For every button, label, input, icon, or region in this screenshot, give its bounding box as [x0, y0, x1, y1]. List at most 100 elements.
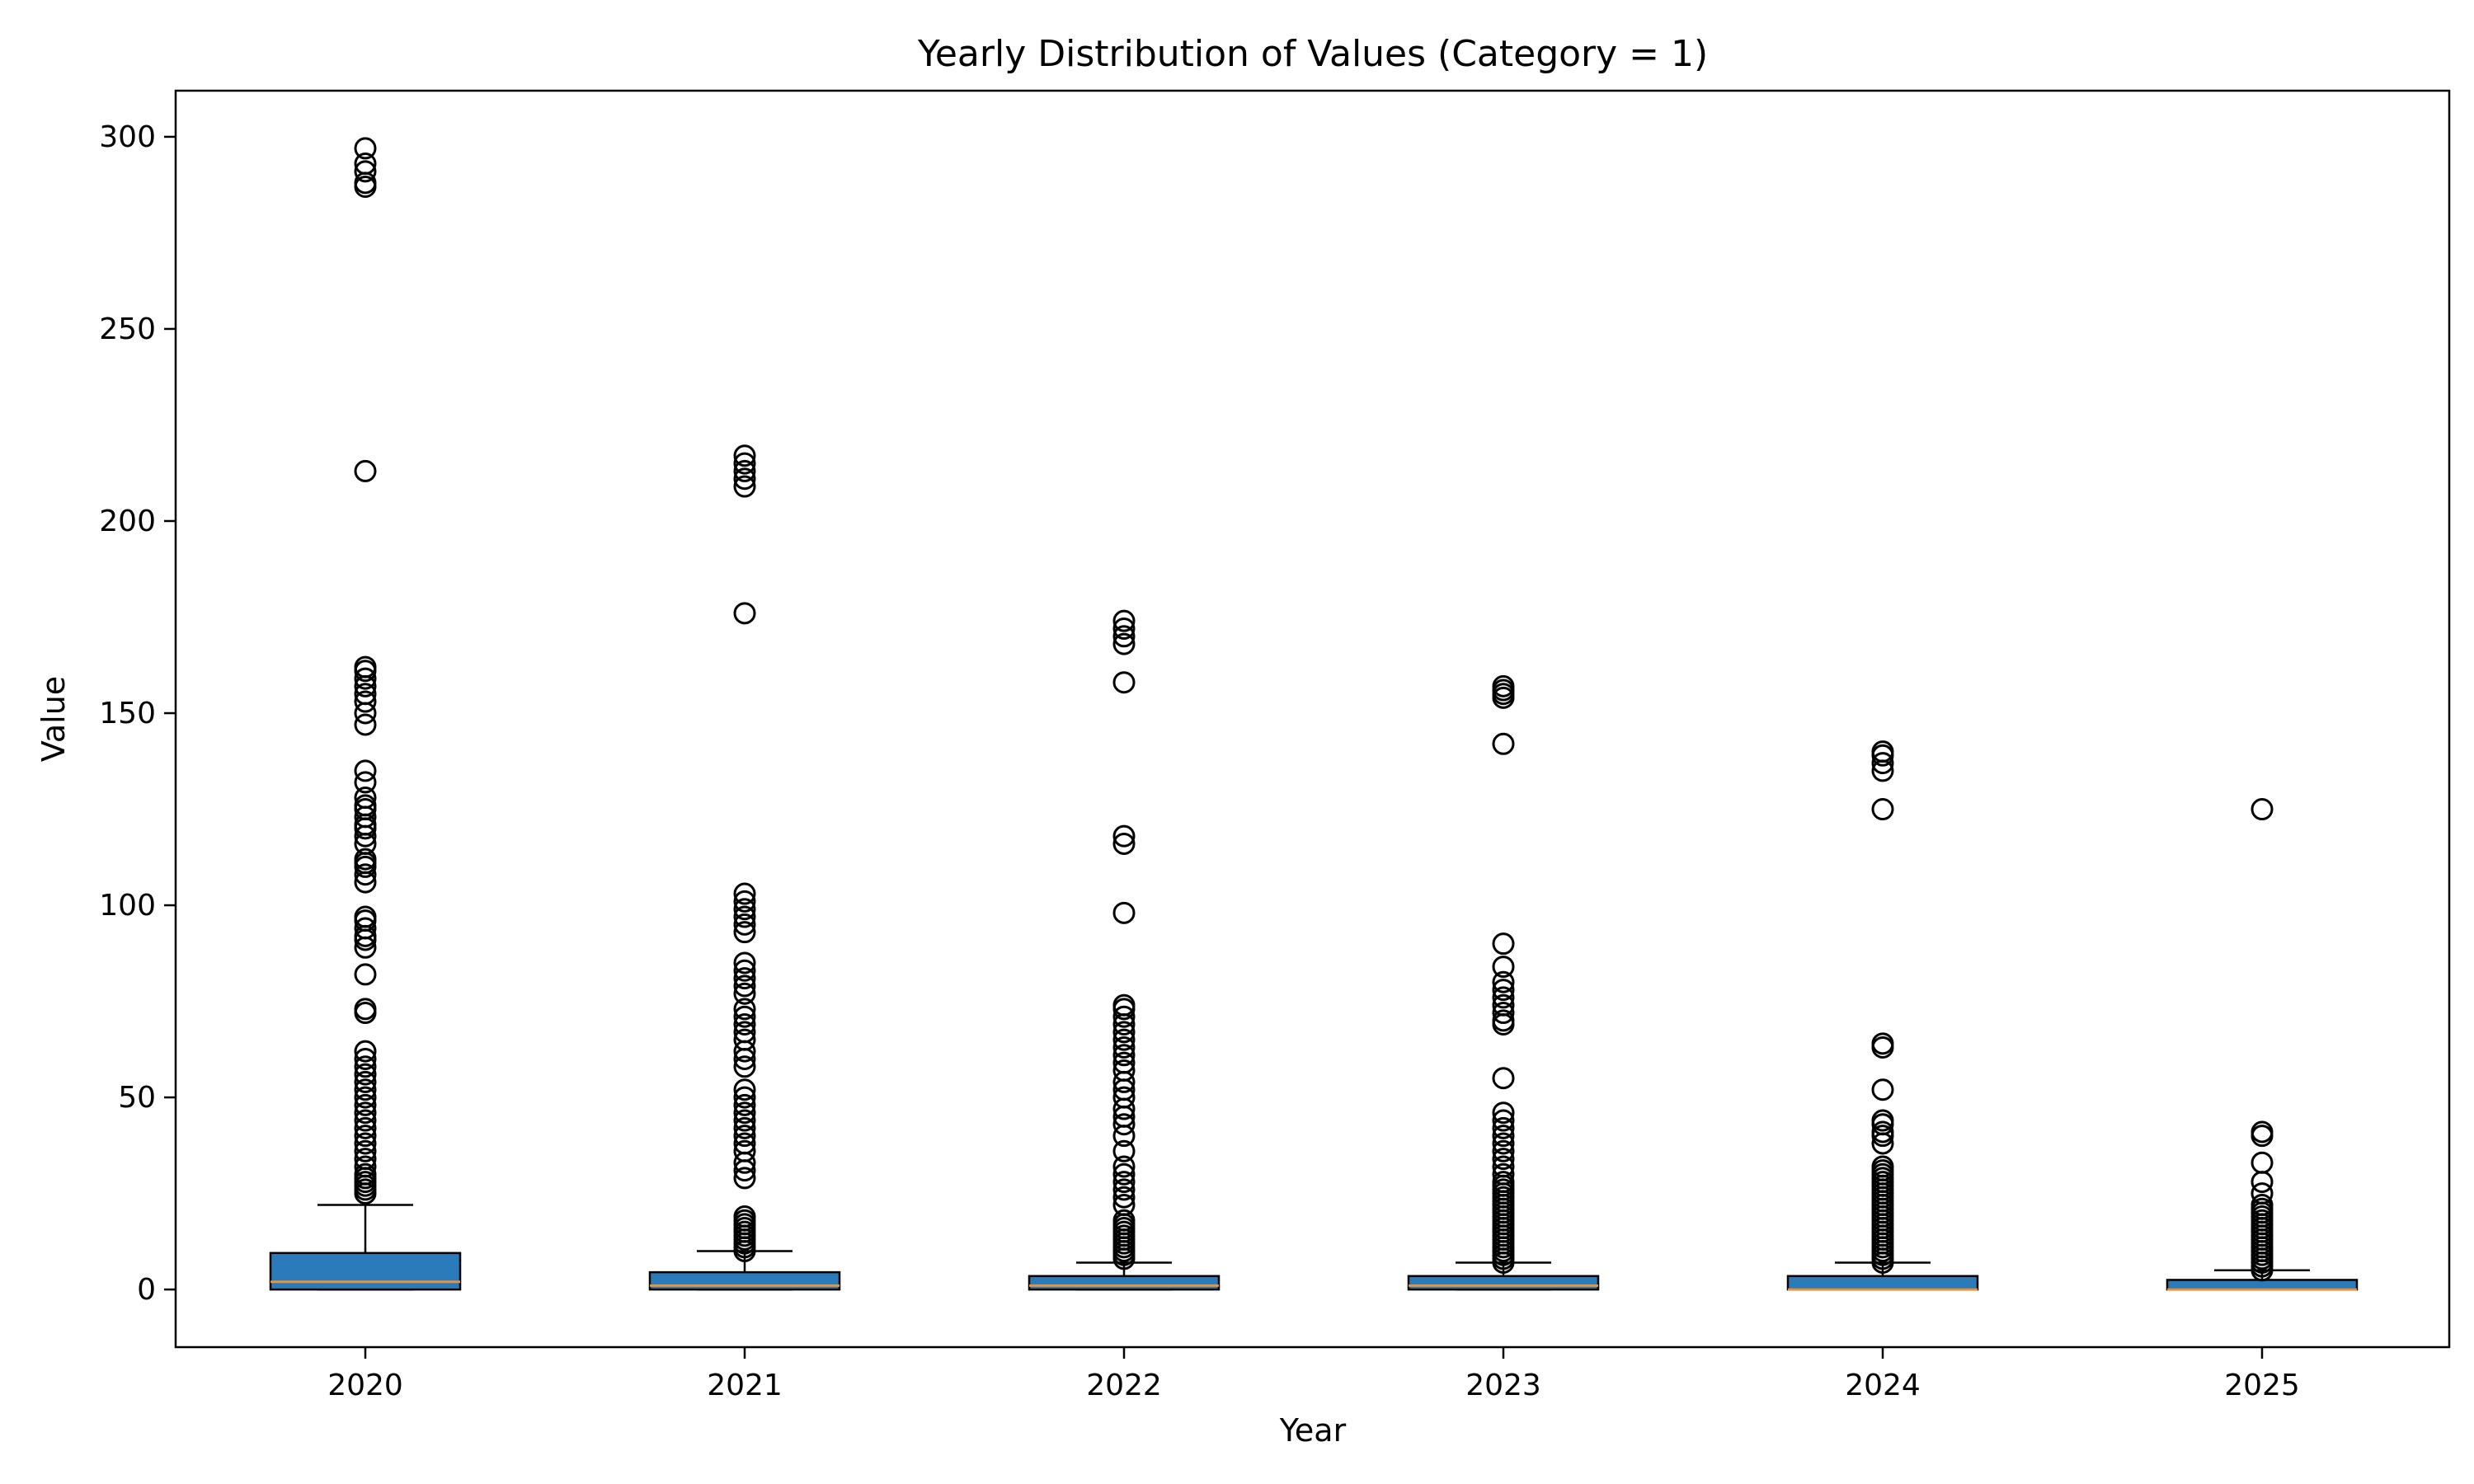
- y-tick-label: 150: [99, 697, 156, 730]
- outlier-point: [733, 1055, 756, 1078]
- outlier-point: [1112, 824, 1136, 848]
- outlier-point: [354, 863, 377, 886]
- outlier-point: [733, 1028, 756, 1051]
- y-tick-label: 200: [99, 505, 156, 538]
- outlier-point: [354, 771, 377, 794]
- outlier-point: [1492, 674, 1515, 697]
- outlier-point: [733, 951, 756, 974]
- outlier-point: [733, 1132, 756, 1155]
- outlier-point: [733, 905, 756, 928]
- outlier-point: [354, 848, 377, 871]
- y-tick-label: 50: [118, 1081, 156, 1115]
- outlier-point: [733, 467, 756, 491]
- outlier-point: [1112, 1194, 1136, 1217]
- outlier-point: [733, 1013, 756, 1036]
- outlier-point: [354, 905, 377, 928]
- outlier-point: [2251, 1151, 2274, 1174]
- outlier-point: [1871, 1078, 1894, 1101]
- outlier-point: [733, 982, 756, 1005]
- outlier-point: [733, 1205, 756, 1228]
- outlier-point: [733, 890, 756, 913]
- outlier-point: [354, 1125, 377, 1148]
- outlier-point: [733, 452, 756, 475]
- outlier-point: [354, 713, 377, 736]
- y-tick-label: 250: [99, 312, 156, 346]
- outlier-point: [1112, 1186, 1136, 1209]
- outlier-point: [1112, 1086, 1136, 1109]
- outlier-point: [1492, 956, 1515, 979]
- box-iqr: [648, 1270, 841, 1291]
- outlier-point: [1112, 617, 1136, 640]
- box-group-2021: [648, 444, 841, 1291]
- outlier-point: [1112, 1005, 1136, 1028]
- outlier-point: [354, 655, 377, 679]
- outlier-point: [1112, 632, 1136, 655]
- outlier-point: [1112, 1051, 1136, 1074]
- outlier-point: [354, 1162, 377, 1186]
- outlier-point: [1492, 1148, 1515, 1171]
- outlier-point: [354, 1155, 377, 1178]
- outlier-point: [1112, 1139, 1136, 1162]
- outlier-point: [733, 475, 756, 498]
- box-iqr: [1786, 1275, 1979, 1291]
- outlier-point: [354, 1047, 377, 1070]
- outlier-point: [733, 602, 756, 625]
- outlier-point: [1112, 1171, 1136, 1194]
- x-tick-label: 2023: [1465, 1369, 1541, 1402]
- outlier-point: [354, 1040, 377, 1063]
- outlier-point: [1492, 1171, 1515, 1194]
- outlier-point: [733, 1021, 756, 1044]
- outlier-point: [1492, 986, 1515, 1009]
- box-group-2022: [1028, 609, 1221, 1291]
- x-tick-label: 2022: [1086, 1369, 1162, 1402]
- outlier-point: [1492, 1155, 1515, 1178]
- outlier-point: [1112, 671, 1136, 694]
- outlier-point: [1492, 1162, 1515, 1186]
- outlier-point: [1112, 1036, 1136, 1059]
- outlier-point: [354, 917, 377, 940]
- outlier-point: [354, 1070, 377, 1093]
- outlier-point: [354, 1132, 377, 1155]
- outlier-point: [733, 1125, 756, 1148]
- outlier-point: [733, 974, 756, 998]
- outlier-point: [1112, 1044, 1136, 1067]
- outlier-point: [733, 1093, 756, 1116]
- outlier-point: [1112, 1021, 1136, 1044]
- outlier-point: [733, 1086, 756, 1109]
- outlier-point: [733, 898, 756, 921]
- outlier-point: [733, 921, 756, 944]
- outlier-point: [1112, 609, 1136, 632]
- outlier-point: [1492, 1116, 1515, 1139]
- x-tick-label: 2024: [1845, 1369, 1921, 1402]
- outlier-point: [1112, 1155, 1136, 1178]
- outlier-point: [354, 794, 377, 817]
- outlier-point: [1112, 1209, 1136, 1232]
- outlier-point: [733, 444, 756, 467]
- box-iqr: [1407, 1275, 1600, 1291]
- outlier-point: [733, 882, 756, 905]
- outlier-point: [1492, 993, 1515, 1017]
- outlier-point: [1492, 1067, 1515, 1090]
- outlier-point: [2251, 1194, 2274, 1217]
- outlier-point: [354, 1148, 377, 1171]
- outlier-point: [354, 1109, 377, 1132]
- outlier-point: [733, 1139, 756, 1162]
- outlier-point: [354, 1116, 377, 1139]
- outlier-point: [354, 160, 377, 183]
- outlier-point: [1871, 1155, 1894, 1178]
- outlier-point: [354, 998, 377, 1021]
- outlier-point: [354, 153, 377, 176]
- outlier-point: [1112, 1028, 1136, 1051]
- outlier-point: [1871, 1120, 1894, 1144]
- outlier-point: [354, 667, 377, 690]
- outlier-point: [354, 759, 377, 782]
- outlier-point: [1492, 1101, 1515, 1125]
- y-axis: 0 50 100 150 200 250 300: [99, 120, 176, 1307]
- outlier-point: [1871, 798, 1894, 821]
- outlier-point: [354, 787, 377, 810]
- chart-title: Yearly Distribution of Values (Category …: [917, 33, 1708, 75]
- outlier-point: [1112, 901, 1136, 924]
- outlier-point: [733, 1078, 756, 1101]
- outlier-point: [1871, 1032, 1894, 1055]
- outlier-point: [1871, 752, 1894, 775]
